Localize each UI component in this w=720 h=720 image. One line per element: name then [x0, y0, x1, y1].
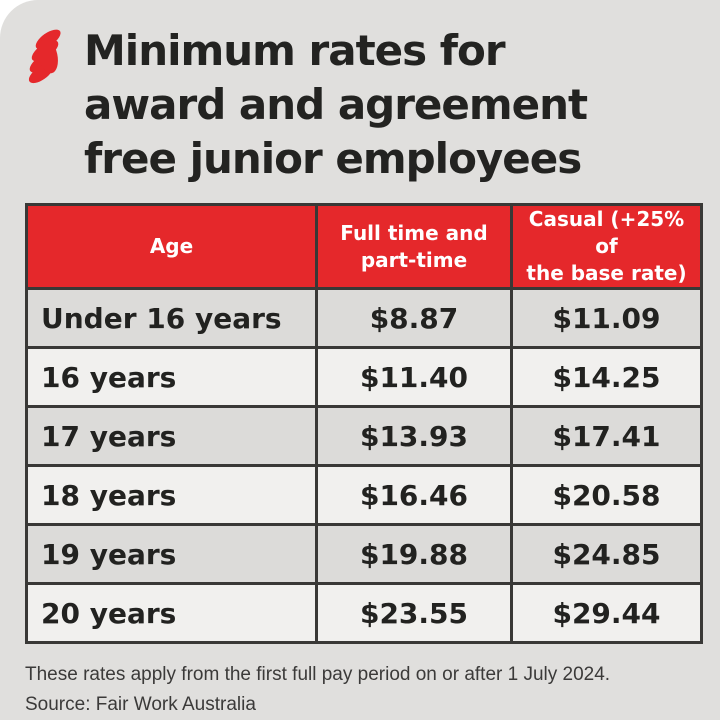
- title-line-1: Minimum rates for: [84, 26, 506, 75]
- footer-note: These rates apply from the first full pa…: [25, 664, 611, 686]
- casual-cell: $24.85: [510, 523, 703, 586]
- table-row: Under 16 years $8.87 $11.09: [25, 287, 703, 350]
- column-header-full-time: Full time and part-time: [315, 203, 513, 291]
- full-time-cell: $11.40: [315, 346, 513, 409]
- footer-source: Source: Fair Work Australia: [25, 693, 256, 715]
- full-time-cell: $8.87: [315, 287, 513, 350]
- age-cell: 18 years: [25, 464, 318, 527]
- age-cell: 20 years: [25, 582, 318, 645]
- casual-cell: $17.41: [510, 405, 703, 468]
- title-line-2: award and agreement: [84, 79, 588, 129]
- casual-cell: $11.09: [510, 287, 703, 350]
- full-time-cell: $13.93: [315, 405, 513, 468]
- sbs-logo-icon: [20, 26, 68, 88]
- table-row: 17 years $13.93 $17.41: [25, 405, 703, 468]
- column-header-casual: Casual (+25% of the base rate): [510, 203, 703, 291]
- full-time-cell: $19.88: [315, 523, 513, 586]
- page-title: Minimum rates for award and agreement fr…: [84, 24, 588, 185]
- casual-cell: $20.58: [510, 464, 703, 527]
- age-cell: 17 years: [25, 405, 318, 468]
- age-cell: 19 years: [25, 523, 318, 586]
- table-row: 19 years $19.88 $24.85: [25, 523, 703, 586]
- table-row: 16 years $11.40 $14.25: [25, 346, 703, 409]
- full-time-cell: $23.55: [315, 582, 513, 645]
- casual-cell: $14.25: [510, 346, 703, 409]
- table-row: 18 years $16.46 $20.58: [25, 464, 703, 527]
- footer: These rates apply from the first full pa…: [25, 660, 700, 719]
- age-cell: Under 16 years: [25, 287, 318, 350]
- table-row: 20 years $23.55 $29.44: [25, 582, 703, 645]
- rates-table: Age Full time and part-time Casual (+25%…: [25, 203, 703, 645]
- header: Minimum rates for award and agreement fr…: [0, 0, 720, 185]
- title-line-3: free junior employees: [84, 133, 582, 183]
- casual-cell: $29.44: [510, 582, 703, 645]
- full-time-cell: $16.46: [315, 464, 513, 527]
- table-header-row: Age Full time and part-time Casual (+25%…: [25, 203, 703, 291]
- column-header-age: Age: [25, 203, 318, 291]
- age-cell: 16 years: [25, 346, 318, 409]
